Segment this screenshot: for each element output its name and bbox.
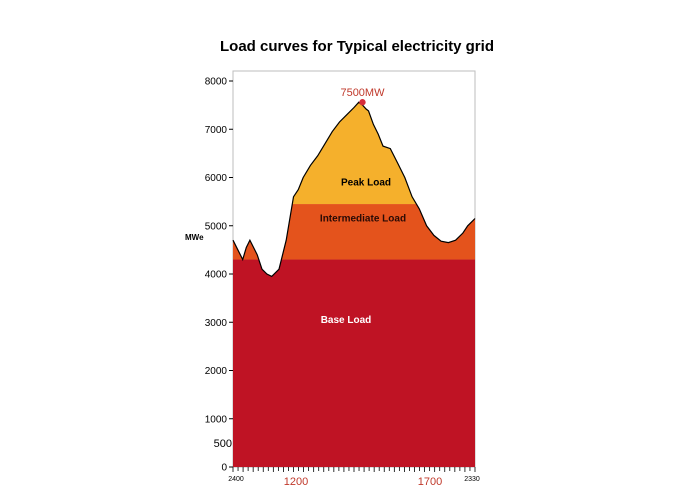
band-base-load — [233, 259, 475, 467]
y-tick-label: 5000 — [205, 221, 228, 232]
load-curve-line — [232, 101, 476, 278]
chart-title: Load curves for Typical electricity grid — [220, 38, 494, 55]
x-tick-label: 1700 — [418, 476, 442, 488]
y-tick-label: 8000 — [205, 77, 228, 88]
peak-marker — [359, 99, 366, 106]
y-tick-label: 6000 — [205, 173, 228, 184]
y-tick-label: 0 — [221, 463, 227, 474]
band-labels: Base Load Intermediate Load Peak Load — [320, 177, 406, 326]
y-tick-label: 7000 — [205, 125, 228, 136]
x-tick-label: 2400 — [228, 476, 244, 483]
y-tick-label-extra: 500 — [214, 438, 232, 450]
y-tick-label: 2000 — [205, 366, 228, 377]
peak-label: 7500MW — [340, 87, 385, 99]
y-axis-label: MWe — [185, 233, 204, 242]
y-tick-label: 3000 — [205, 318, 228, 329]
x-tick-label: 1200 — [284, 476, 308, 488]
x-tick-label: 2330 — [464, 476, 480, 483]
band-label-peak-load: Peak Load — [341, 177, 391, 188]
y-axis: 0 1000 2000 3000 4000 5000 6000 7000 8000 500 — [205, 77, 233, 474]
y-tick-label: 4000 — [205, 270, 228, 281]
y-tick-label: 1000 — [205, 414, 228, 425]
band-label-intermediate-load: Intermediate Load — [320, 214, 406, 225]
band-label-base-load: Base Load — [321, 315, 372, 326]
x-axis: 2400 1200 1700 2330 — [228, 467, 480, 488]
